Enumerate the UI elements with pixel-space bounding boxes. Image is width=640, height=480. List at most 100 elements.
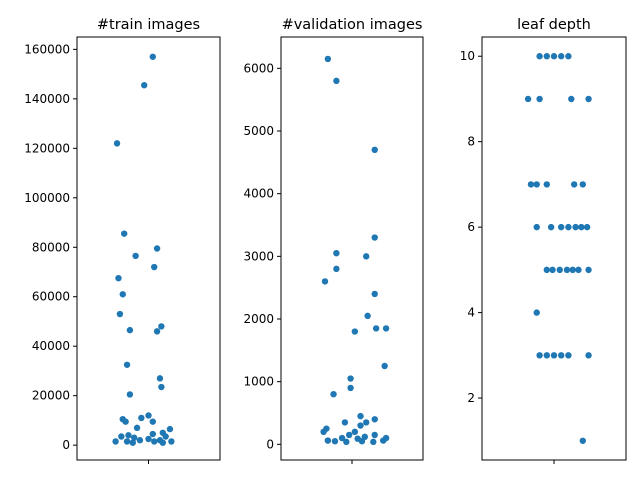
data-point-2-34 xyxy=(331,438,339,445)
data-point-2-3 xyxy=(371,146,378,153)
data-point-2-1 xyxy=(324,55,332,63)
y-tick-label-3-4: 8 xyxy=(467,135,475,149)
data-point-3-19 xyxy=(572,223,579,231)
data-point-3-9 xyxy=(585,95,592,103)
data-point-2-7 xyxy=(333,265,340,273)
data-point-3-4 xyxy=(558,53,565,60)
data-point-1-6 xyxy=(132,252,139,260)
data-point-2-14 xyxy=(381,362,388,370)
data-point-3-8 xyxy=(568,95,575,103)
data-point-2-24 xyxy=(320,428,327,435)
data-point-2-26 xyxy=(371,431,378,439)
data-point-1-22 xyxy=(149,418,156,425)
data-point-2-11 xyxy=(382,325,390,332)
data-point-3-10 xyxy=(527,181,535,188)
data-point-3-22 xyxy=(543,266,550,274)
data-point-3-3 xyxy=(550,53,558,60)
data-point-1-10 xyxy=(116,310,124,318)
data-point-3-27 xyxy=(575,266,582,274)
data-point-3-31 xyxy=(543,352,550,359)
data-point-1-20 xyxy=(138,414,145,422)
chart-title-3: leaf depth xyxy=(517,17,591,33)
data-point-2-18 xyxy=(357,412,364,420)
y-tick-label-2-2: 1000 xyxy=(243,375,274,389)
data-point-3-33 xyxy=(558,352,565,359)
data-point-1-30 xyxy=(131,434,138,441)
axes-frame-1 xyxy=(76,36,221,461)
data-point-3-32 xyxy=(550,352,558,359)
data-point-1-8 xyxy=(115,274,122,282)
data-point-1-13 xyxy=(153,328,161,335)
data-point-1-26 xyxy=(149,430,156,438)
data-point-3-17 xyxy=(558,223,565,231)
data-point-1-14 xyxy=(123,361,131,368)
y-tick-label-2-5: 4000 xyxy=(243,187,274,201)
y-tick-label-1-5: 80000 xyxy=(32,240,70,254)
data-point-2-2 xyxy=(333,77,340,85)
data-point-3-15 xyxy=(533,223,540,231)
data-point-3-24 xyxy=(556,266,563,274)
data-point-3-21 xyxy=(583,223,591,231)
data-point-3-16 xyxy=(547,223,555,231)
data-point-1-5 xyxy=(153,245,161,252)
data-point-2-6 xyxy=(363,253,370,260)
data-point-1-4 xyxy=(120,230,128,237)
data-point-1-37 xyxy=(168,438,175,445)
data-point-3-36 xyxy=(579,437,586,444)
data-point-1-21 xyxy=(122,418,129,425)
chart-title-2: #validation images xyxy=(282,17,423,33)
data-point-1-36 xyxy=(151,438,158,445)
y-tick-label-3-2: 4 xyxy=(467,306,475,320)
data-point-3-30 xyxy=(536,352,543,359)
data-point-2-33 xyxy=(380,437,387,444)
y-tick-label-1-1: 0 xyxy=(62,438,70,452)
axes-frame-2 xyxy=(280,36,424,461)
data-point-1-29 xyxy=(162,433,169,440)
data-point-3-18 xyxy=(565,223,572,231)
data-point-3-12 xyxy=(543,181,550,188)
data-point-1-15 xyxy=(156,375,164,382)
data-point-2-17 xyxy=(330,391,337,398)
y-tick-label-1-2: 20000 xyxy=(32,389,70,403)
data-point-2-9 xyxy=(371,290,378,298)
data-point-3-6 xyxy=(524,95,532,103)
data-point-1-1 xyxy=(149,53,156,60)
data-point-2-15 xyxy=(347,375,354,382)
data-point-2-37 xyxy=(343,438,350,446)
data-point-2-4 xyxy=(371,234,378,241)
y-tick-label-3-1: 2 xyxy=(467,391,475,405)
data-point-2-27 xyxy=(345,431,353,439)
data-point-2-36 xyxy=(370,438,377,446)
data-point-3-5 xyxy=(565,53,572,60)
data-point-1-39 xyxy=(159,439,166,446)
data-point-1-7 xyxy=(151,263,158,271)
data-point-3-1 xyxy=(536,53,543,60)
data-point-2-8 xyxy=(321,278,329,285)
data-point-3-29 xyxy=(533,309,540,316)
y-tick-label-1-9: 160000 xyxy=(24,42,70,56)
y-tick-label-2-6: 5000 xyxy=(243,124,274,138)
data-point-2-5 xyxy=(333,250,340,257)
data-point-2-10 xyxy=(364,312,371,320)
data-point-2-16 xyxy=(347,384,354,392)
data-point-1-23 xyxy=(133,424,141,432)
data-point-1-9 xyxy=(119,291,126,298)
y-tick-label-1-4: 60000 xyxy=(32,290,70,304)
data-point-3-13 xyxy=(570,181,578,188)
data-point-2-12 xyxy=(372,325,380,332)
data-point-3-26 xyxy=(569,266,576,274)
data-point-3-20 xyxy=(578,223,585,231)
data-point-1-27 xyxy=(125,432,132,439)
data-point-1-2 xyxy=(141,82,148,89)
y-tick-label-2-1: 0 xyxy=(266,437,274,451)
data-point-2-13 xyxy=(351,328,359,335)
data-point-3-28 xyxy=(585,266,592,274)
data-point-1-24 xyxy=(166,425,174,433)
data-point-3-25 xyxy=(563,266,571,274)
y-tick-label-2-3: 2000 xyxy=(243,312,274,326)
axes-frame-3 xyxy=(481,36,627,461)
data-point-1-35 xyxy=(123,438,131,445)
data-point-1-28 xyxy=(118,433,125,440)
y-tick-label-1-6: 100000 xyxy=(24,191,70,205)
